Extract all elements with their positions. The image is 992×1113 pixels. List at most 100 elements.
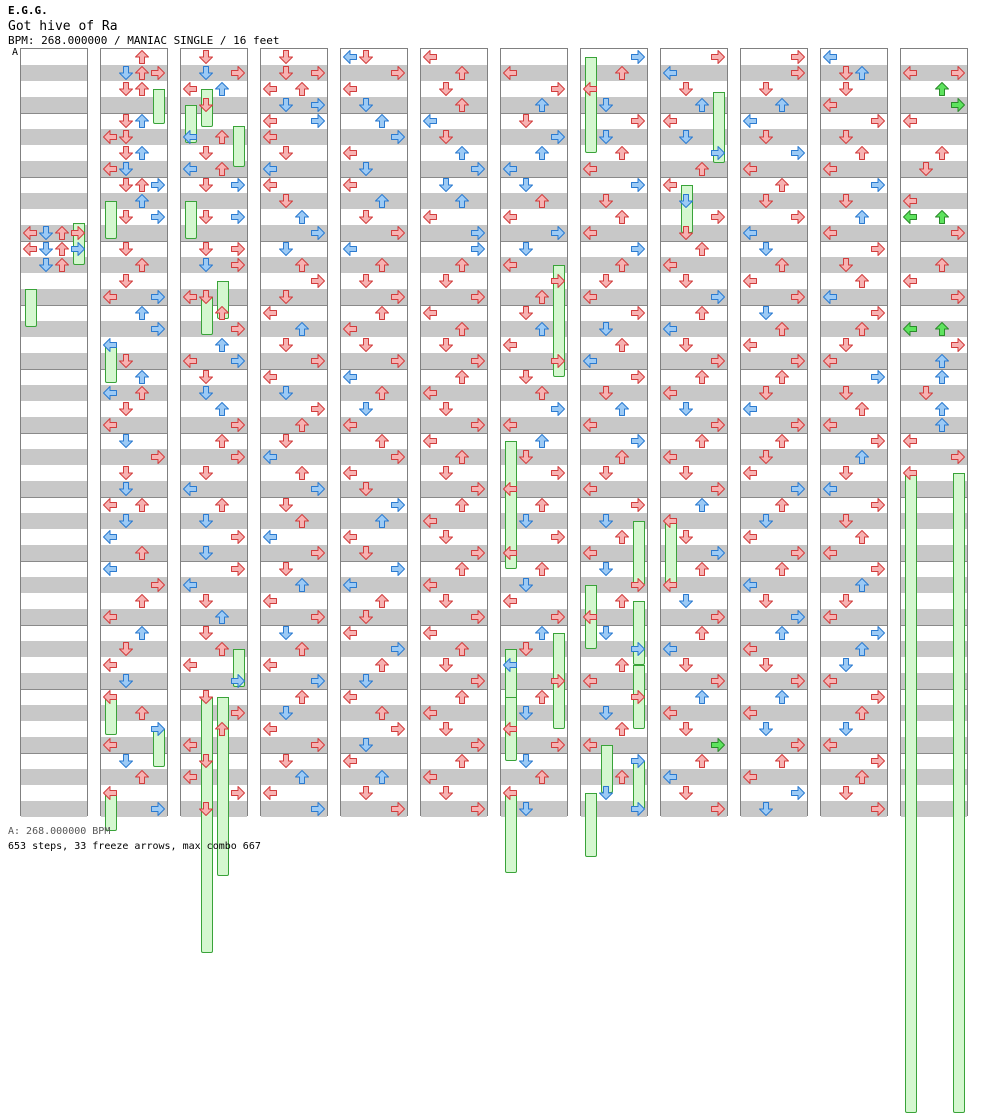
step-arrow-left-icon [262, 785, 278, 801]
step-arrow-right-icon [470, 481, 486, 497]
step-arrow-down-icon [358, 401, 374, 417]
beat-stripe [501, 65, 567, 81]
beat-stripe [341, 673, 407, 689]
step-arrow-right-icon [710, 801, 726, 817]
step-arrow-down-icon [598, 129, 614, 145]
beat-stripe [261, 577, 327, 593]
step-arrow-up-icon [54, 241, 70, 257]
step-arrow-up-icon [134, 625, 150, 641]
beat-stripe [421, 481, 487, 497]
step-arrow-right-icon [550, 225, 566, 241]
beat-stripe [421, 97, 487, 113]
beat-stripe [821, 641, 887, 657]
step-arrow-left-icon [662, 385, 678, 401]
measure-line [181, 753, 247, 754]
step-arrow-up-icon [134, 193, 150, 209]
step-arrow-up-icon [454, 97, 470, 113]
beat-stripe [581, 289, 647, 305]
step-arrow-up-icon [134, 65, 150, 81]
step-arrow-left-icon [902, 193, 918, 209]
beat-stripe [821, 577, 887, 593]
step-arrow-up-icon [854, 577, 870, 593]
step-arrow-down-icon [758, 81, 774, 97]
beat-stripe [501, 513, 567, 529]
step-arrow-left-icon [822, 737, 838, 753]
beat-stripe [821, 161, 887, 177]
beat-stripe [181, 65, 247, 81]
step-arrow-down-icon [438, 529, 454, 545]
step-arrow-left-icon [502, 545, 518, 561]
beat-stripe [21, 225, 87, 241]
step-arrow-left-icon [182, 577, 198, 593]
step-arrow-left-icon [342, 417, 358, 433]
measure-line [821, 177, 887, 178]
beat-stripe [341, 737, 407, 753]
step-arrow-up-icon [694, 497, 710, 513]
step-arrow-up-icon [294, 769, 310, 785]
step-arrow-down-icon [678, 81, 694, 97]
freeze-arrow-right [713, 92, 725, 163]
step-arrow-right-icon [870, 241, 886, 257]
measure-line [821, 689, 887, 690]
beat-stripe [421, 769, 487, 785]
beat-stripe [501, 193, 567, 209]
beat-stripe [261, 193, 327, 209]
measure-line [341, 177, 407, 178]
step-arrow-down-icon [598, 193, 614, 209]
freeze-arrow-left [665, 521, 677, 585]
step-arrow-right-icon [310, 737, 326, 753]
beat-stripe [421, 417, 487, 433]
measure-line [181, 241, 247, 242]
chart-column [900, 48, 968, 1113]
beat-stripe [901, 769, 967, 785]
step-arrow-left-icon [102, 385, 118, 401]
freeze-arrow-left [585, 57, 597, 153]
step-arrow-left-icon [662, 769, 678, 785]
beat-stripe [421, 193, 487, 209]
step-arrow-left-icon [102, 609, 118, 625]
beat-stripe [501, 417, 567, 433]
beat-stripe [21, 193, 87, 209]
beat-stripe [501, 545, 567, 561]
step-arrow-down-icon [838, 593, 854, 609]
step-arrow-down-icon [278, 145, 294, 161]
beat-stripe [101, 545, 167, 561]
step-arrow-left-icon [182, 161, 198, 177]
step-arrow-up-icon [454, 65, 470, 81]
step-arrow-down-icon [118, 145, 134, 161]
step-arrow-up-icon [294, 689, 310, 705]
step-arrow-left-icon [902, 273, 918, 289]
step-arrow-up-icon [374, 513, 390, 529]
step-arrow-up-icon [934, 369, 950, 385]
step-arrow-up-icon [374, 593, 390, 609]
measure-line [581, 113, 647, 114]
beat-stripe [21, 353, 87, 369]
step-arrow-right-icon [870, 369, 886, 385]
step-arrow-down-icon [518, 305, 534, 321]
step-arrow-right-icon [310, 65, 326, 81]
step-arrow-up-icon [534, 689, 550, 705]
step-arrow-right-icon [550, 353, 566, 369]
beat-stripe [261, 705, 327, 721]
step-arrow-left-icon [822, 49, 838, 65]
step-arrow-right-icon [310, 225, 326, 241]
beat-stripe [661, 257, 727, 273]
beat-stripe [181, 513, 247, 529]
step-arrow-right-icon [550, 401, 566, 417]
step-arrow-down-icon [758, 657, 774, 673]
step-arrow-right-icon [790, 545, 806, 561]
step-arrow-down-icon [678, 593, 694, 609]
beat-stripe [421, 577, 487, 593]
step-arrow-left-icon [902, 209, 918, 225]
measure-line [741, 625, 807, 626]
beat-stripe [181, 225, 247, 241]
beat-stripe [901, 129, 967, 145]
beat-stripe [101, 609, 167, 625]
beat-stripe [661, 769, 727, 785]
step-arrow-left-icon [742, 577, 758, 593]
step-arrow-right-icon [790, 481, 806, 497]
beat-stripe [821, 449, 887, 465]
step-arrow-up-icon [134, 113, 150, 129]
beat-stripe [501, 481, 567, 497]
step-arrow-up-icon [774, 257, 790, 273]
